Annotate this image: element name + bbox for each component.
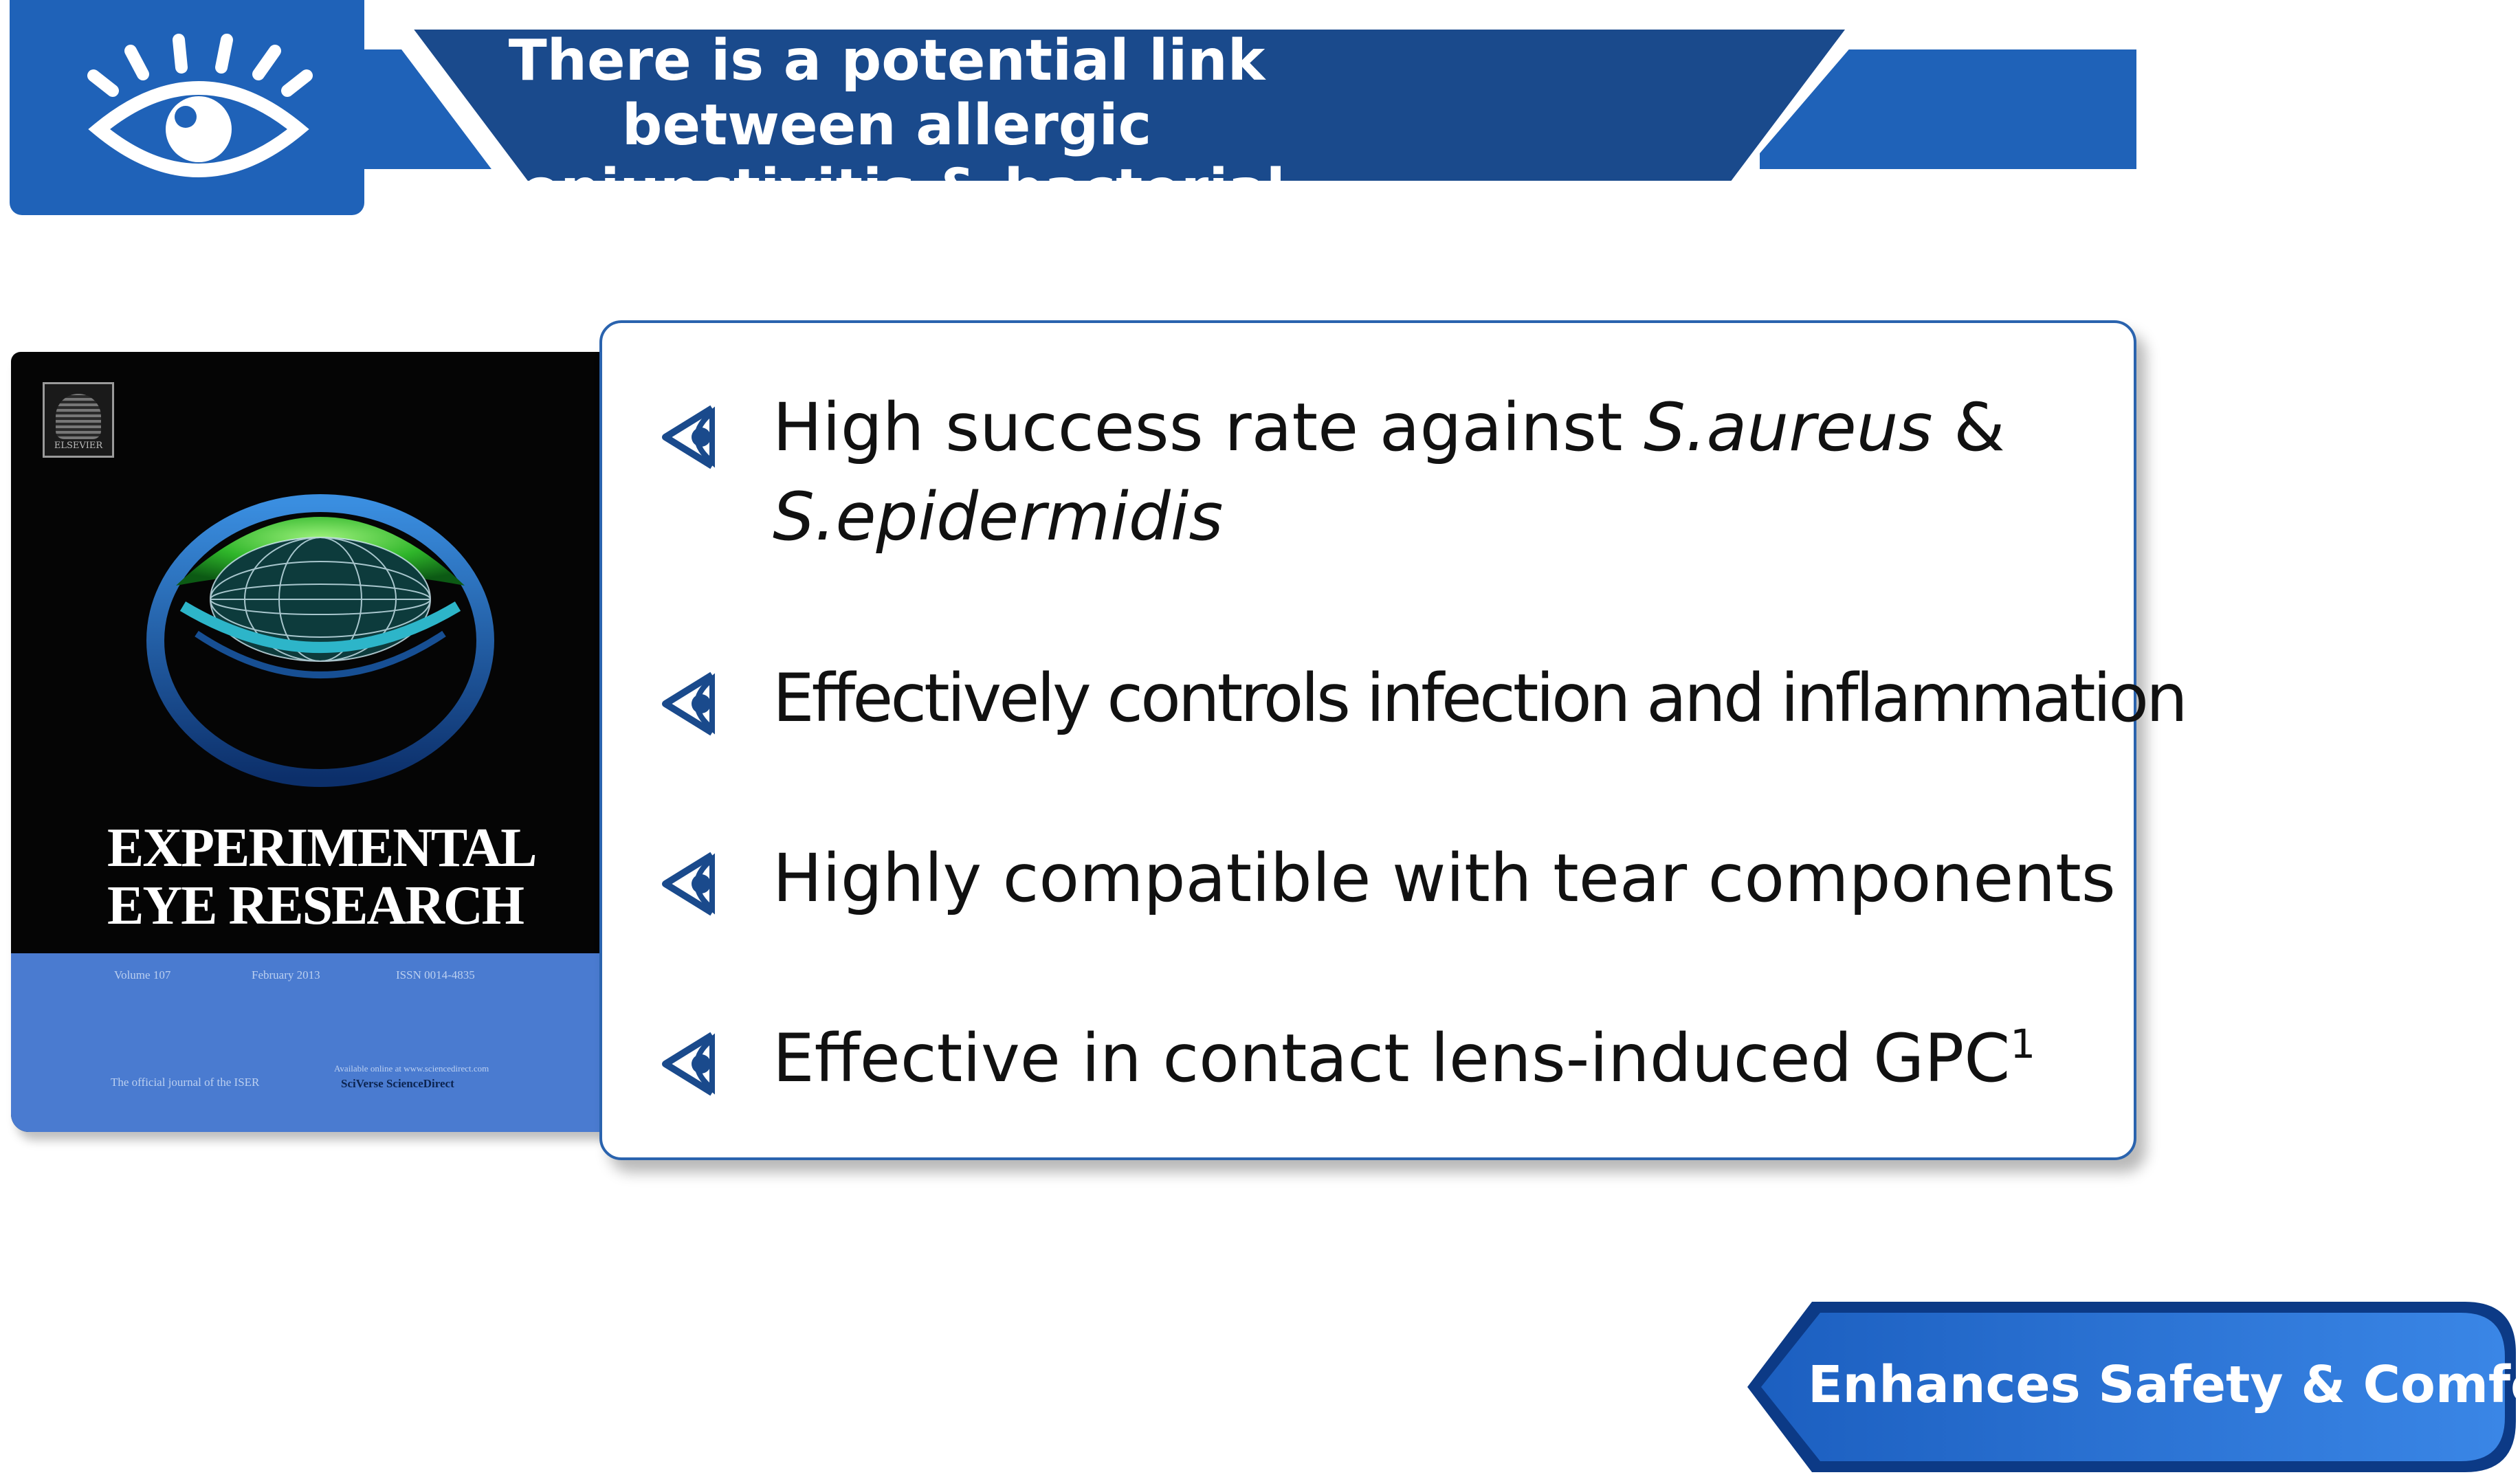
cover-availability: Available online at www.sciencedirect.co… [334, 1063, 489, 1074]
bullet-text: Effective in contact lens-induced GPC1 [773, 1013, 2035, 1104]
eye-arrow-icon [662, 852, 715, 916]
footer-tag [1747, 1302, 2516, 1472]
eye-arrow-icon [662, 671, 715, 736]
list-item: Highly compatible with tear components [602, 833, 2116, 929]
header-title-line2: conjunctivitis & bacterial pathogens* [488, 157, 1285, 287]
bullet-text-part: & [1932, 389, 2005, 466]
eye-icon-box [10, 0, 364, 215]
cover-info-band: Volume 107 February 2013 ISSN 0014-4835 … [11, 953, 650, 1132]
eye-arrow-icon [662, 1032, 715, 1096]
journal-cover: ELSEVIER [11, 352, 650, 1132]
cover-date: February 2013 [252, 968, 320, 981]
list-item: High success rate against S.aureus & S.e… [602, 382, 2114, 575]
list-item: Effectively controls infection and infla… [602, 653, 2188, 749]
bullet-text: Effectively controls infection and infla… [773, 660, 2188, 737]
cover-society-note: The official journal of the ISER [111, 1076, 260, 1089]
eye-arrow-icon [662, 405, 715, 469]
header-title: There is a potential link between allerg… [454, 29, 1320, 287]
footer-tag-label: Enhances Safety & Comfort [1808, 1355, 2520, 1414]
journal-title-line2: EYE RESEARCH [107, 876, 524, 936]
footnote-marker: 1 [2010, 1021, 2036, 1067]
bullet-text-continuation: S.epidermidis [773, 471, 1223, 562]
bullet-text-part: Effective in contact lens-induced GPC [773, 1020, 2011, 1097]
cover-issn: ISSN 0014-4835 [396, 968, 475, 981]
eye-globe-illustration [146, 494, 494, 787]
cover-platform: SciVerse ScienceDirect [341, 1077, 454, 1090]
bullet-text-part: High success rate against [773, 389, 1644, 466]
publisher-logo: ELSEVIER [43, 382, 114, 458]
list-item: Effective in contact lens-induced GPC1 [602, 1013, 2114, 1109]
bullet-italic-species: S.epidermidis [773, 478, 1224, 555]
header-title-line1: There is a potential link between allerg… [508, 28, 1265, 158]
header-banner [357, 25, 2136, 185]
cover-volume: Volume 107 [114, 968, 171, 981]
bullet-italic-species: S.aureus [1643, 389, 1933, 466]
publisher-name: ELSEVIER [54, 441, 103, 451]
benefits-card: High success rate against S.aureus & S.e… [599, 320, 2188, 1160]
bullet-text: Highly compatible with tear components [773, 840, 2116, 917]
tree-icon [56, 394, 101, 439]
eye-icon [87, 34, 313, 177]
journal-title: EXPERIMENTAL EYE RESEARCH [107, 818, 537, 936]
bullet-text: High success rate against S.aureus & [773, 382, 2005, 473]
journal-title-line1: EXPERIMENTAL [107, 818, 537, 878]
